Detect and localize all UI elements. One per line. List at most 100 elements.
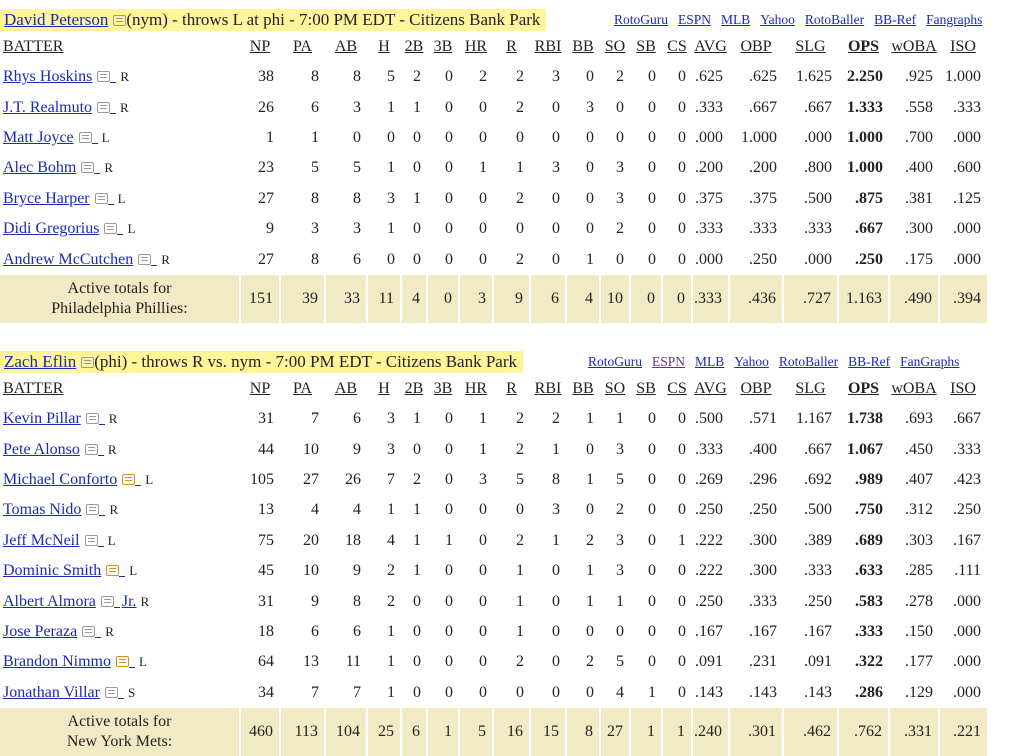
stat-ab: 11 <box>345 653 361 671</box>
column-header-cs[interactable]: CS <box>667 380 687 397</box>
column-header-ab[interactable]: AB <box>334 380 358 397</box>
column-header-3b[interactable]: 3B <box>433 380 453 397</box>
notes-icon[interactable] <box>100 595 114 607</box>
column-header-2b[interactable]: 2B <box>404 380 424 397</box>
batter-name-link[interactable]: Michael Conforto <box>3 470 118 488</box>
column-header-r[interactable]: R <box>506 380 517 397</box>
batter-name-link[interactable]: Jeff McNeil <box>3 531 80 549</box>
column-header-avg[interactable]: AVG <box>694 38 727 55</box>
stat-pa: 7 <box>311 410 319 428</box>
batter-name-link[interactable]: Albert Almora <box>3 592 96 610</box>
column-header-woba[interactable]: wOBA <box>891 380 937 397</box>
external-link-bb-ref[interactable]: BB-Ref <box>874 12 917 27</box>
batter-name-link[interactable]: Tomas Nido <box>3 501 82 519</box>
column-header-slg[interactable]: SLG <box>795 380 826 397</box>
stat-bb: 0 <box>586 440 594 458</box>
column-header-rbi[interactable]: RBI <box>534 38 562 55</box>
notes-icon[interactable] <box>104 686 118 698</box>
external-link-rotoguru[interactable]: RotoGuru <box>588 354 642 369</box>
external-link-fangraphs[interactable]: Fangraphs <box>926 12 983 27</box>
notes-icon[interactable] <box>104 223 118 235</box>
column-header-iso[interactable]: ISO <box>950 38 976 55</box>
column-header-np[interactable]: NP <box>249 380 271 397</box>
column-header-obp[interactable]: OBP <box>740 38 772 55</box>
notes-icon[interactable] <box>106 565 120 577</box>
external-link-yahoo[interactable]: Yahoo <box>760 12 795 27</box>
column-header-bb[interactable]: BB <box>572 380 594 397</box>
column-header-sb[interactable]: SB <box>636 38 656 55</box>
external-link-rotoballer[interactable]: RotoBaller <box>804 12 865 27</box>
batter-name-link[interactable]: Didi Gregorius <box>3 220 100 238</box>
column-header-pa[interactable]: PA <box>293 38 312 55</box>
notes-icon[interactable] <box>97 71 111 83</box>
notes-icon[interactable] <box>85 413 99 425</box>
external-link-fangraphs[interactable]: FanGraphs <box>900 354 960 369</box>
column-header-3b[interactable]: 3B <box>433 38 453 55</box>
batter-name-link[interactable]: Bryce Harper <box>3 189 90 207</box>
notes-icon[interactable] <box>138 253 152 265</box>
column-header-cs[interactable]: CS <box>667 38 687 55</box>
notes-icon[interactable] <box>113 15 127 26</box>
column-header-h[interactable]: H <box>378 38 390 55</box>
column-header-rbi[interactable]: RBI <box>534 380 562 397</box>
external-link-mlb[interactable]: MLB <box>721 12 751 27</box>
notes-icon[interactable] <box>84 534 98 546</box>
notes-icon[interactable] <box>122 473 136 485</box>
batter-name-link[interactable]: Kevin Pillar <box>3 410 81 428</box>
pitcher-name-link[interactable]: David Peterson <box>4 10 109 29</box>
total-sb: 0 <box>629 274 662 323</box>
column-header-batter[interactable]: BATTER <box>3 380 64 397</box>
pitcher-name-link[interactable]: Zach Eflin <box>4 352 77 371</box>
external-link-espn[interactable]: ESPN <box>652 354 686 369</box>
column-header-so[interactable]: SO <box>604 380 626 397</box>
batter-name-link[interactable]: Jonathan Villar <box>3 683 100 701</box>
batter-name-link[interactable]: Brandon Nimmo <box>3 653 111 671</box>
column-header-iso[interactable]: ISO <box>950 380 976 397</box>
column-header-hr[interactable]: HR <box>464 380 488 397</box>
external-link-mlb[interactable]: MLB <box>695 354 725 369</box>
column-header-2b[interactable]: 2B <box>404 38 424 55</box>
column-header-ops[interactable]: OPS <box>847 38 880 55</box>
column-header-sb[interactable]: SB <box>636 380 656 397</box>
notes-icon[interactable] <box>97 101 111 113</box>
batter-name-suffix[interactable]: Jr. <box>121 592 137 610</box>
batter-name-link[interactable]: J.T. Realmuto <box>3 98 93 116</box>
notes-icon[interactable] <box>94 192 108 204</box>
batter-name-link[interactable]: Alec Bohm <box>3 159 77 177</box>
column-header-ops[interactable]: OPS <box>847 380 880 397</box>
batter-name-link[interactable]: Matt Joyce <box>3 128 74 146</box>
column-header-np[interactable]: NP <box>249 38 271 55</box>
batter-name-link[interactable]: Rhys Hoskins <box>3 68 93 86</box>
column-header-pa[interactable]: PA <box>293 380 312 397</box>
batter-name-link[interactable]: Jose Peraza <box>3 622 78 640</box>
column-header-hr[interactable]: HR <box>464 38 488 55</box>
column-header-batter[interactable]: BATTER <box>3 38 64 55</box>
notes-icon[interactable] <box>116 656 129 668</box>
column-header-ab[interactable]: AB <box>334 38 358 55</box>
batter-name-link[interactable]: Pete Alonso <box>3 440 80 458</box>
external-link-rotoguru[interactable]: RotoGuru <box>614 12 668 27</box>
column-header-r[interactable]: R <box>506 38 517 55</box>
external-link-rotoballer[interactable]: RotoBaller <box>778 354 839 369</box>
notes-icon[interactable] <box>78 131 92 143</box>
notes-icon[interactable] <box>81 357 95 368</box>
external-link-yahoo[interactable]: Yahoo <box>734 354 769 369</box>
column-header-h[interactable]: H <box>378 380 390 397</box>
notes-icon[interactable] <box>86 504 100 516</box>
stat-cs: 0 <box>678 562 686 580</box>
notes-icon[interactable] <box>81 162 95 174</box>
column-header-avg[interactable]: AVG <box>694 380 727 397</box>
column-header-woba[interactable]: wOBA <box>891 38 937 55</box>
stat-r: 0 <box>516 501 524 519</box>
external-link-bb-ref[interactable]: BB-Ref <box>848 354 891 369</box>
batter-name-link[interactable]: Dominic Smith <box>3 562 102 580</box>
column-header-so[interactable]: SO <box>604 38 626 55</box>
notes-icon[interactable] <box>82 625 96 637</box>
batter-name-link[interactable]: Andrew McCutchen <box>3 250 134 268</box>
external-link-espn[interactable]: ESPN <box>678 12 712 27</box>
column-header-bb[interactable]: BB <box>572 38 594 55</box>
column-header-slg[interactable]: SLG <box>795 38 826 55</box>
stat-cs: 0 <box>678 592 686 610</box>
column-header-obp[interactable]: OBP <box>740 380 772 397</box>
notes-icon[interactable] <box>84 443 98 455</box>
